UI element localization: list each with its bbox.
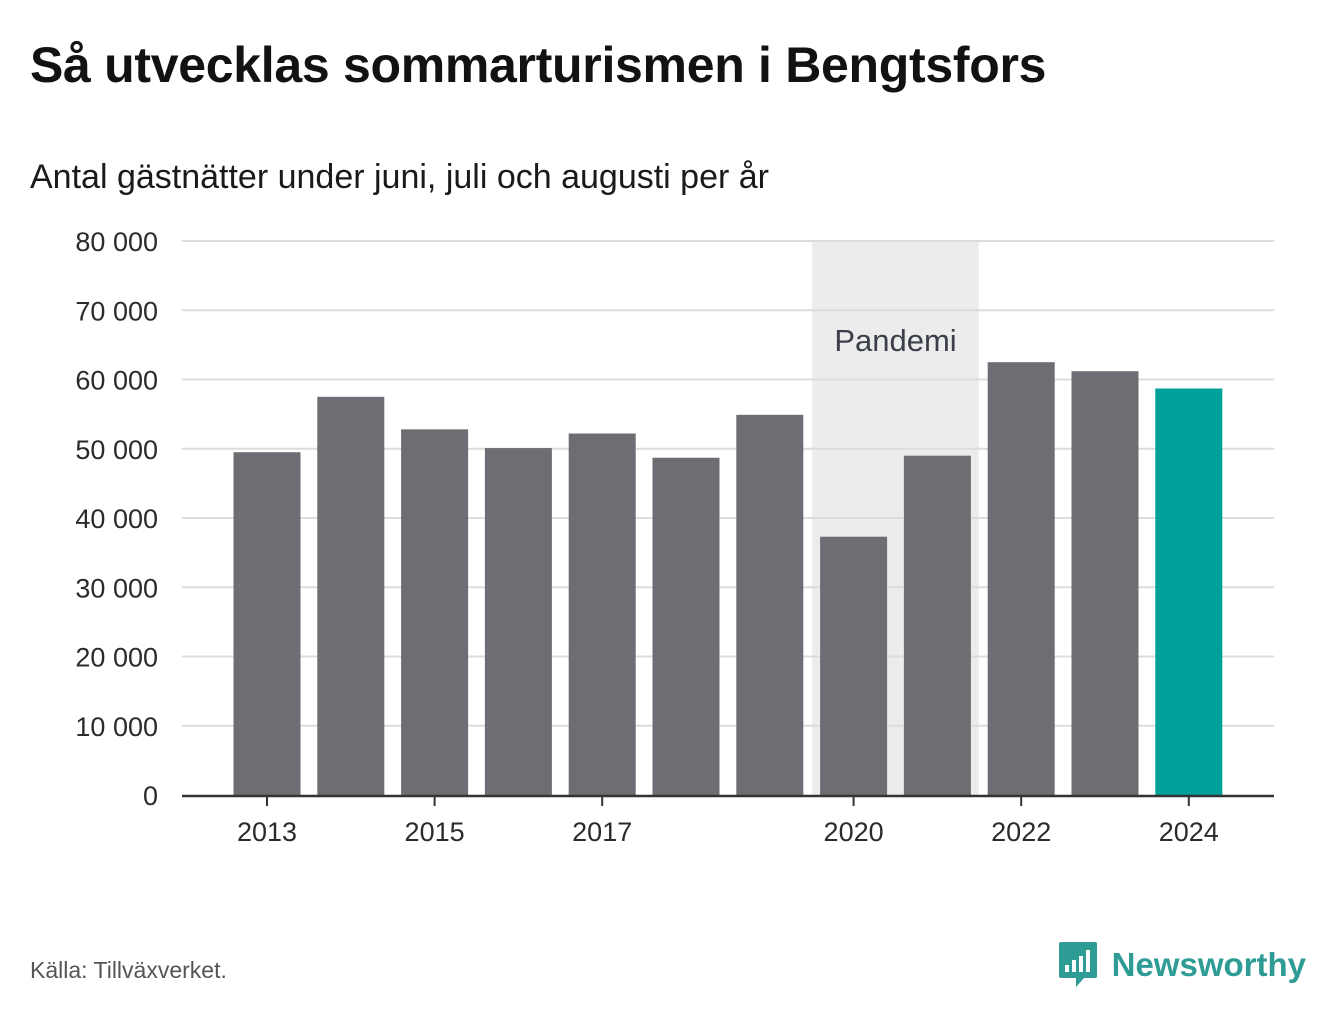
bar-2017	[568, 433, 636, 795]
x-tick-label: 2017	[572, 817, 632, 847]
y-tick-label: 10 000	[75, 712, 158, 742]
bar-2023	[1071, 371, 1139, 795]
x-tick-label: 2020	[824, 817, 884, 847]
x-axis: 2013 2015 2017 2020 2022 2024	[182, 794, 1274, 847]
y-tick-label: 80 000	[75, 227, 158, 257]
x-tick-label: 2022	[991, 817, 1051, 847]
x-tick-label: 2013	[237, 817, 297, 847]
bar-2013	[233, 452, 301, 795]
y-tick-label: 70 000	[75, 296, 158, 326]
x-tick-label: 2024	[1159, 817, 1219, 847]
bar-2016	[484, 448, 552, 795]
bar-2019	[736, 414, 804, 795]
brand-name: Newsworthy	[1111, 946, 1306, 983]
bar-chart: 0 10 000 20 000 30 000 40 000 50 000 60 000 70 …	[75, 227, 1274, 847]
chart-title: Så utvecklas sommarturismen i Bengtsfors	[30, 37, 1047, 93]
chart-subtitle: Antal gästnätter under juni, juli och au…	[30, 158, 770, 196]
bar-2022	[987, 362, 1055, 795]
newsworthy-icon	[1058, 942, 1097, 987]
bar-2015	[401, 429, 469, 795]
y-tick-label: 50 000	[75, 435, 158, 465]
annotation-layer: Pandemi	[834, 323, 956, 358]
source-note: Källa: Tillväxverket.	[30, 957, 227, 983]
bar-2024	[1155, 388, 1223, 795]
y-tick-label: 60 000	[75, 366, 158, 396]
bar-2014	[317, 396, 385, 795]
y-tick-label: 20 000	[75, 643, 158, 673]
bar-2021	[903, 455, 971, 795]
bar-2018	[652, 457, 720, 795]
bar-2020	[820, 536, 888, 795]
y-tick-label: 30 000	[75, 573, 158, 603]
y-tick-label: 0	[143, 781, 158, 811]
pandemic-label: Pandemi	[834, 323, 956, 358]
newsworthy-logo: Newsworthy	[1058, 940, 1306, 990]
x-tick-label: 2015	[405, 817, 465, 847]
y-tick-label: 40 000	[75, 504, 158, 534]
y-axis-labels: 0 10 000 20 000 30 000 40 000 50 000 60 000 70 …	[75, 227, 158, 811]
bars	[233, 362, 1223, 795]
